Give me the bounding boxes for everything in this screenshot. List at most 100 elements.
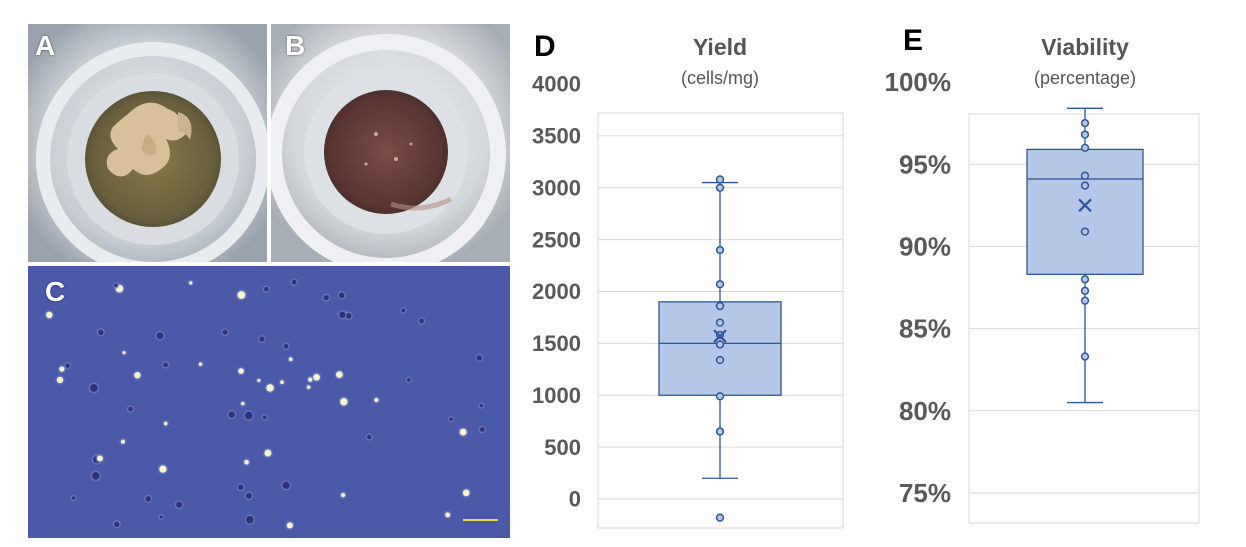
cell [145, 496, 151, 502]
yield-tick-label: 2000 [532, 279, 581, 304]
yield-chart-subtitle: (cells/mg) [680, 68, 759, 88]
cell [128, 406, 133, 412]
viability-data-point [1080, 118, 1090, 128]
cell [479, 427, 485, 432]
cell [241, 401, 245, 406]
yield-tick-label: 4000 [532, 72, 581, 97]
cell [338, 292, 345, 299]
viability-box-iqr [1026, 148, 1144, 275]
viability-tick-label: 100% [885, 67, 952, 97]
cell [244, 459, 249, 465]
yield-data-point [715, 318, 725, 327]
viability-mean-marker [1078, 198, 1092, 213]
cell [163, 362, 168, 368]
yield-data-point [715, 183, 725, 192]
panel-label-a: A [35, 30, 56, 61]
cell [98, 329, 104, 336]
cell [449, 417, 453, 421]
dish-a-illustration [28, 24, 267, 262]
yield-chart-title: Yield [692, 34, 748, 60]
cell [323, 295, 329, 301]
yield-tick-label: 2500 [532, 227, 581, 252]
cell [419, 318, 424, 324]
viability-mean-stroke [1078, 198, 1092, 213]
photo-c-microscopy: C [28, 266, 510, 538]
cell [238, 368, 244, 374]
cell [374, 397, 379, 403]
cell [283, 343, 289, 349]
cell [59, 366, 65, 372]
yield-plot-frame [597, 112, 844, 529]
cell [445, 512, 451, 518]
cell [114, 521, 120, 527]
panel-label-b: B [285, 30, 306, 61]
yield-data-point [715, 175, 725, 184]
cell [257, 378, 261, 383]
yield-tick-label: 1000 [532, 383, 581, 408]
cell [92, 472, 100, 480]
yield-data-point [715, 392, 725, 401]
cell [282, 481, 290, 489]
yield-data-point [715, 280, 725, 289]
cell [401, 308, 406, 313]
photo-b-digest-dish: B [271, 24, 510, 262]
dish-b-illustration [271, 24, 510, 262]
yield-data-point [715, 340, 725, 349]
viability-data-point [1080, 143, 1090, 152]
cell [237, 291, 246, 299]
cell [114, 283, 118, 288]
cell [89, 384, 98, 392]
cell [222, 329, 228, 335]
cell [264, 286, 269, 292]
cell [288, 357, 293, 362]
cell [156, 332, 164, 340]
yield-mean-marker [713, 329, 727, 343]
cell [189, 281, 193, 285]
viability-data-point [1080, 171, 1090, 180]
cell [264, 449, 272, 457]
cell [46, 311, 53, 319]
cell [163, 421, 168, 426]
viability-tick-label: 80% [899, 396, 951, 426]
cell [306, 385, 311, 389]
cell [286, 522, 293, 529]
cell [96, 455, 103, 462]
microscopy-cells-illustration [28, 266, 510, 538]
viability-tick-label: 95% [899, 149, 951, 179]
viability-tick-label: 75% [899, 478, 951, 508]
cell [71, 496, 76, 500]
yield-data-point [715, 427, 725, 436]
yield-tick-label: 1500 [532, 331, 581, 356]
cell [120, 439, 126, 444]
viability-data-point [1080, 227, 1090, 236]
cell [259, 336, 265, 342]
cell [245, 411, 253, 420]
cell [65, 363, 70, 368]
viability-data-point [1080, 296, 1090, 305]
cell [340, 397, 348, 406]
yield-mean-stroke [713, 329, 727, 343]
yield-tick-label: 0 [569, 487, 581, 512]
cell [479, 404, 483, 408]
viability-data-point [1080, 130, 1090, 139]
viability-data-point [1080, 286, 1090, 295]
panel-label-c: C [45, 276, 66, 307]
yield-data-point [715, 245, 725, 255]
viability-data-point [1080, 181, 1090, 190]
cell [308, 377, 313, 382]
cell [367, 434, 372, 440]
cell [262, 415, 267, 420]
cell [313, 373, 320, 381]
panel-label-e: E [903, 24, 924, 57]
cell [122, 351, 126, 355]
cell [159, 515, 163, 519]
cell [266, 384, 274, 392]
cell [291, 279, 297, 285]
cell [462, 489, 470, 497]
photo-a-tissue-dish: A [28, 24, 267, 262]
yield-boxplot: 0 500 1000 1500 2000 2500 3000 3500 4000 [532, 72, 844, 529]
viability-chart-title: Viability [1041, 34, 1129, 60]
yield-tick-label: 500 [544, 435, 581, 460]
yield-data-point [715, 301, 725, 311]
viability-data-point [1080, 352, 1090, 361]
